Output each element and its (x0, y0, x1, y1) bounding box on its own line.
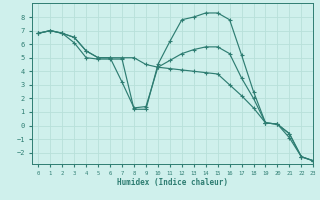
X-axis label: Humidex (Indice chaleur): Humidex (Indice chaleur) (117, 178, 228, 187)
